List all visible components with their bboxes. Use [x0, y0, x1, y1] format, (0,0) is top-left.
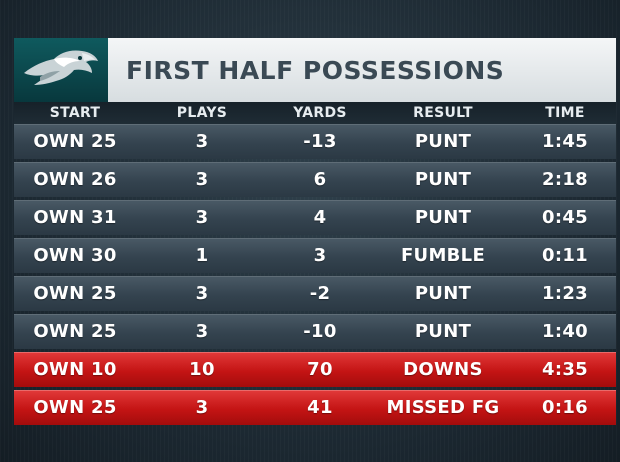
column-header-row: START PLAYS YARDS RESULT TIME: [14, 102, 616, 124]
cell-plays: 3: [195, 131, 209, 152]
possessions-table: OWN 25 3 -13 PUNT 1:45 OWN 26 3 6 PUNT 2…: [14, 124, 616, 428]
cell-yards: 6: [313, 169, 327, 190]
cell-start: OWN 25: [33, 131, 117, 152]
column-header-yards: YARDS: [293, 105, 347, 121]
cell-start: OWN 31: [33, 207, 117, 228]
cell-start: OWN 10: [33, 359, 117, 380]
team-logo: [14, 38, 108, 102]
cell-result: PUNT: [414, 131, 472, 152]
table-row: OWN 30 1 3 FUMBLE 0:11: [14, 238, 616, 273]
column-header-start: START: [49, 105, 101, 121]
cell-start: OWN 25: [33, 397, 117, 418]
table-row: OWN 25 3 -2 PUNT 1:23: [14, 276, 616, 311]
table-row: OWN 26 3 6 PUNT 2:18: [14, 162, 616, 197]
table-row-highlighted: OWN 25 3 41 MISSED FG 0:16: [14, 390, 616, 425]
cell-yards: -2: [309, 283, 331, 304]
cell-result: PUNT: [414, 283, 472, 304]
cell-result: PUNT: [414, 207, 472, 228]
cell-start: OWN 26: [33, 169, 117, 190]
cell-time: 4:35: [542, 359, 588, 380]
cell-yards: -10: [303, 321, 337, 342]
cell-result: PUNT: [414, 169, 472, 190]
cell-yards: 41: [307, 397, 333, 418]
table-row-highlighted: OWN 10 10 70 DOWNS 4:35: [14, 352, 616, 387]
cell-time: 1:45: [542, 131, 588, 152]
cell-plays: 3: [195, 283, 209, 304]
cell-plays: 3: [195, 397, 209, 418]
cell-start: OWN 25: [33, 283, 117, 304]
cell-plays: 3: [195, 321, 209, 342]
table-row: OWN 31 3 4 PUNT 0:45: [14, 200, 616, 235]
cell-start: OWN 25: [33, 321, 117, 342]
cell-time: 1:40: [542, 321, 588, 342]
cell-result: FUMBLE: [400, 245, 486, 266]
cell-time: 0:16: [542, 397, 588, 418]
table-row: OWN 25 3 -13 PUNT 1:45: [14, 124, 616, 159]
cell-time: 2:18: [542, 169, 588, 190]
table-row: OWN 25 3 -10 PUNT 1:40: [14, 314, 616, 349]
cell-plays: 3: [195, 169, 209, 190]
column-header-time: TIME: [545, 105, 585, 121]
cell-result: MISSED FG: [386, 397, 500, 418]
cell-result: DOWNS: [403, 359, 483, 380]
cell-yards: -13: [303, 131, 337, 152]
cell-result: PUNT: [414, 321, 472, 342]
cell-yards: 4: [313, 207, 327, 228]
cell-plays: 1: [195, 245, 209, 266]
board-header: FIRST HALF POSSESSIONS: [14, 38, 616, 102]
board-title: FIRST HALF POSSESSIONS: [126, 55, 505, 85]
column-header-result: RESULT: [413, 105, 473, 121]
cell-plays: 10: [189, 359, 215, 380]
cell-plays: 3: [195, 207, 209, 228]
eagle-head-icon: [24, 50, 98, 85]
possessions-board: FIRST HALF POSSESSIONS START PLAYS YARDS…: [14, 38, 616, 430]
column-header-plays: PLAYS: [176, 105, 228, 121]
cell-yards: 70: [307, 359, 333, 380]
cell-time: 0:11: [542, 245, 588, 266]
title-bar: FIRST HALF POSSESSIONS: [108, 38, 616, 102]
cell-start: OWN 30: [33, 245, 117, 266]
cell-time: 1:23: [542, 283, 588, 304]
cell-yards: 3: [313, 245, 327, 266]
cell-time: 0:45: [542, 207, 588, 228]
